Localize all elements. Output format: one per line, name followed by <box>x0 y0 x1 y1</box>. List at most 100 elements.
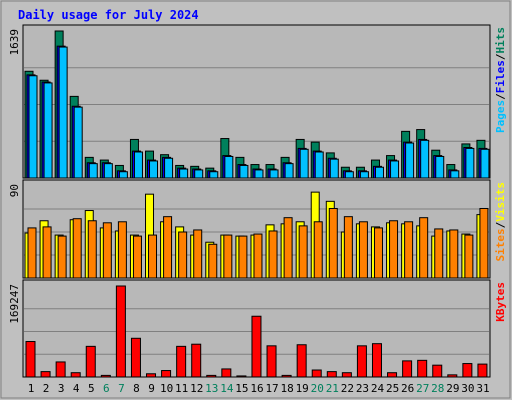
panel-middle-legend: Sites/Visits <box>494 182 507 262</box>
bar-sites-day-17 <box>268 230 278 279</box>
bar-sites-day-10 <box>163 216 173 279</box>
bar-pages-day-19 <box>299 148 309 179</box>
bar-pages-day-1 <box>28 75 38 179</box>
bar-kbytes-day-10 <box>161 370 172 378</box>
bar-kbytes-day-24 <box>371 343 382 378</box>
bar-kbytes-day-7 <box>115 285 126 378</box>
bar-pages-day-29 <box>450 170 460 179</box>
bar-sites-day-16 <box>253 233 263 279</box>
bar-sites-day-3 <box>57 235 67 279</box>
bar-kbytes-day-16 <box>251 315 262 378</box>
bar-kbytes-day-19 <box>296 344 307 378</box>
bar-kbytes-day-30 <box>462 363 473 378</box>
bar-kbytes-day-13 <box>206 374 217 378</box>
x-label-day-20: 20 <box>311 382 324 395</box>
x-label-day-30: 30 <box>461 382 474 395</box>
x-label-day-5: 5 <box>88 382 95 395</box>
x-label-day-1: 1 <box>28 382 35 395</box>
x-axis-labels: 1 2 3 4 5 6 7 8 9 10 11 12 13 14 15 16 17 18 19 20 21 22 23 24 2… <box>28 382 490 395</box>
x-label-day-27: 27 <box>416 382 429 395</box>
x-label-day-2: 2 <box>43 382 50 395</box>
bar-sites-day-13 <box>208 243 218 279</box>
x-label-day-9: 9 <box>148 382 155 395</box>
bar-kbytes-day-20 <box>311 369 322 378</box>
bar-pages-day-14 <box>224 155 234 179</box>
bar-pages-day-24 <box>374 166 384 179</box>
bar-kbytes-day-31 <box>477 363 488 378</box>
bar-sites-day-25 <box>389 220 399 279</box>
series-pages <box>28 46 490 179</box>
legend-label-Files-2: Files <box>494 60 507 93</box>
bar-pages-day-28 <box>435 155 445 179</box>
bar-sites-day-28 <box>434 228 444 279</box>
bar-pages-day-2 <box>43 82 53 179</box>
legend-label-slash-1: / <box>494 93 507 100</box>
bar-sites-day-11 <box>178 231 188 279</box>
x-label-day-25: 25 <box>386 382 399 395</box>
bar-pages-day-25 <box>390 160 400 179</box>
bar-pages-day-31 <box>480 148 490 179</box>
x-label-day-23: 23 <box>356 382 369 395</box>
bar-pages-day-20 <box>314 151 324 179</box>
x-label-day-18: 18 <box>281 382 294 395</box>
bar-kbytes-day-11 <box>176 345 187 378</box>
legend-label-slash-1: / <box>494 221 507 228</box>
x-label-day-26: 26 <box>401 382 414 395</box>
bar-kbytes-day-18 <box>281 374 292 378</box>
bar-sites-day-12 <box>193 229 203 279</box>
x-label-day-3: 3 <box>58 382 65 395</box>
bar-pages-day-23 <box>359 171 369 179</box>
bar-sites-day-4 <box>72 218 82 279</box>
x-label-day-24: 24 <box>371 382 385 395</box>
x-label-day-12: 12 <box>190 382 203 395</box>
x-label-day-29: 29 <box>446 382 459 395</box>
bar-pages-day-10 <box>164 157 174 179</box>
x-label-day-28: 28 <box>431 382 444 395</box>
bar-pages-day-30 <box>465 147 475 179</box>
bar-sites-day-27 <box>419 217 429 279</box>
bar-sites-day-24 <box>373 227 383 279</box>
panel-bottom: 169247 KBytes <box>8 279 507 378</box>
bar-kbytes-day-21 <box>326 371 337 378</box>
x-label-day-6: 6 <box>103 382 110 395</box>
bar-sites-day-21 <box>328 207 338 279</box>
panel-middle-ymax-label: 90 <box>8 184 21 197</box>
bar-sites-day-31 <box>479 207 489 279</box>
bar-sites-day-8 <box>132 235 142 279</box>
panel-bottom-legend: KBytes <box>494 282 507 322</box>
bar-pages-day-3 <box>58 46 68 179</box>
bar-sites-day-5 <box>87 220 97 279</box>
bar-kbytes-day-2 <box>40 371 51 378</box>
bar-pages-day-9 <box>149 160 159 179</box>
x-label-day-7: 7 <box>118 382 125 395</box>
bar-kbytes-day-22 <box>341 372 352 378</box>
bar-sites-day-18 <box>283 217 293 279</box>
bar-kbytes-day-9 <box>146 373 157 378</box>
bar-pages-day-22 <box>344 171 354 179</box>
panel-top-legend: Pages/Files/Hits <box>494 27 507 133</box>
bar-sites-day-26 <box>404 221 414 279</box>
chart-title: Daily usage for July 2024 <box>18 8 199 22</box>
legend-label-Pages-0: Pages <box>494 100 507 133</box>
bar-sites-day-6 <box>102 222 112 279</box>
x-label-day-21: 21 <box>326 382 339 395</box>
panel-bottom-ymax-label: 169247 <box>8 284 21 324</box>
bar-kbytes-day-25 <box>387 372 398 378</box>
legend-label-Hits-4: Hits <box>494 27 507 54</box>
bar-pages-day-16 <box>254 169 264 179</box>
series-kbytes <box>25 285 488 378</box>
bar-pages-day-17 <box>269 169 279 179</box>
bar-sites-day-1 <box>27 227 37 279</box>
series-sites <box>27 207 489 279</box>
bar-pages-day-6 <box>103 163 113 179</box>
panel-top-ymax-label: 1639 <box>8 29 21 56</box>
bar-kbytes-day-3 <box>55 361 66 378</box>
bar-sites-day-20 <box>313 221 323 279</box>
panel-middle: 90 Sites/Visits <box>8 179 507 279</box>
bar-pages-day-11 <box>179 168 189 179</box>
bar-sites-day-19 <box>298 225 308 279</box>
bar-kbytes-day-14 <box>221 368 232 378</box>
bar-kbytes-day-8 <box>130 337 141 378</box>
